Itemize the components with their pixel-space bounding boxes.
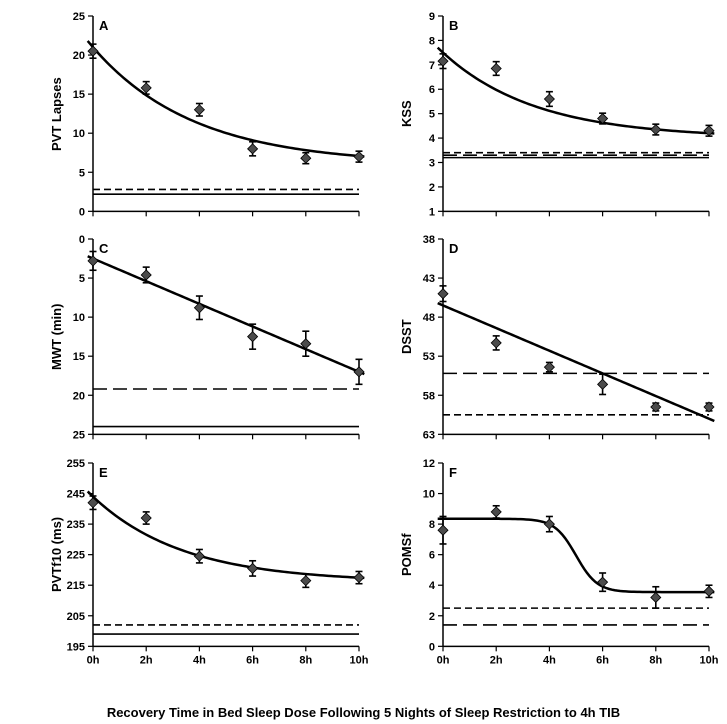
svg-text:48: 48 xyxy=(423,312,435,324)
panel-F: 0246810120h2h4h6h8h10hFPOMSf xyxy=(405,457,715,670)
svg-text:9: 9 xyxy=(429,11,435,23)
svg-text:5: 5 xyxy=(79,273,85,285)
svg-text:15: 15 xyxy=(73,352,85,364)
svg-text:4h: 4h xyxy=(543,654,556,666)
svg-text:0: 0 xyxy=(79,234,85,246)
svg-text:58: 58 xyxy=(423,391,435,403)
svg-text:4h: 4h xyxy=(193,654,206,666)
svg-text:235: 235 xyxy=(67,519,85,531)
svg-text:25: 25 xyxy=(73,430,85,442)
svg-text:38: 38 xyxy=(423,234,435,246)
svg-text:8: 8 xyxy=(429,519,435,531)
svg-text:0: 0 xyxy=(79,206,85,218)
svg-text:2h: 2h xyxy=(140,654,153,666)
svg-text:12: 12 xyxy=(423,458,435,470)
panel-C-svg: 0 5 10 15 20 25 C xyxy=(55,233,365,446)
svg-text:215: 215 xyxy=(67,580,85,592)
panel-D: 384348535863DDSST xyxy=(405,233,715,446)
svg-text:8h: 8h xyxy=(649,654,662,666)
svg-text:7: 7 xyxy=(429,60,435,72)
svg-text:245: 245 xyxy=(67,488,85,500)
svg-text:4: 4 xyxy=(429,580,436,592)
svg-text:2h: 2h xyxy=(490,654,503,666)
svg-text:3: 3 xyxy=(429,157,435,169)
ylabel-D: DSST xyxy=(399,320,414,355)
svg-text:2: 2 xyxy=(429,610,435,622)
svg-text:255: 255 xyxy=(67,458,85,470)
svg-text:225: 225 xyxy=(67,549,85,561)
svg-text:0h: 0h xyxy=(437,654,450,666)
ylabel-A: PVT Lapses xyxy=(49,77,64,151)
svg-text:10h: 10h xyxy=(700,654,719,666)
svg-text:6: 6 xyxy=(429,84,435,96)
x-axis-label: Recovery Time in Bed Sleep Dose Followin… xyxy=(0,705,727,720)
svg-text:195: 195 xyxy=(67,641,85,653)
svg-text:D: D xyxy=(449,241,458,256)
panel-B-svg: 1 2 3 4 5 6 7 8 9 B xyxy=(405,10,715,223)
panel-A: 0510152025APVT Lapses xyxy=(55,10,365,223)
panel-B: 123456789BKSS xyxy=(405,10,715,223)
svg-text:0: 0 xyxy=(429,641,435,653)
panel-F-svg: 0246810120h2h4h6h8h10hF xyxy=(405,457,715,670)
figure-root: 0510152025APVT Lapses 123456789BKSS 0510… xyxy=(0,0,727,724)
svg-text:A: A xyxy=(99,18,109,33)
svg-text:25: 25 xyxy=(73,11,85,23)
panel-A-svg: 0 5 10 15 20 25 A xyxy=(55,10,365,223)
svg-text:0h: 0h xyxy=(87,654,100,666)
panel-E-svg: 1952052152252352452550h2h4h6h8h10hE xyxy=(55,457,365,670)
panel-D-svg: 38 43 48 53 58 63 D xyxy=(405,233,715,446)
svg-text:2: 2 xyxy=(429,182,435,194)
svg-text:1: 1 xyxy=(429,206,435,218)
svg-text:53: 53 xyxy=(423,352,435,364)
svg-text:205: 205 xyxy=(67,610,85,622)
svg-text:10: 10 xyxy=(423,488,435,500)
svg-text:5: 5 xyxy=(79,167,85,179)
svg-text:43: 43 xyxy=(423,273,435,285)
svg-text:C: C xyxy=(99,241,109,256)
svg-text:F: F xyxy=(449,465,457,480)
svg-text:10: 10 xyxy=(73,128,85,140)
svg-text:6h: 6h xyxy=(246,654,259,666)
panel-C: 0510152025CMWT (min) xyxy=(55,233,365,446)
svg-text:4: 4 xyxy=(429,133,436,145)
svg-text:10: 10 xyxy=(73,312,85,324)
svg-text:10h: 10h xyxy=(350,654,369,666)
svg-text:B: B xyxy=(449,18,458,33)
panel-E: 1952052152252352452550h2h4h6h8h10hEPVTf1… xyxy=(55,457,365,670)
svg-text:20: 20 xyxy=(73,391,85,403)
svg-text:E: E xyxy=(99,465,108,480)
svg-text:8h: 8h xyxy=(299,654,312,666)
ylabel-B: KSS xyxy=(399,100,414,127)
svg-text:6h: 6h xyxy=(596,654,609,666)
ylabel-F: POMSf xyxy=(399,533,414,576)
svg-text:15: 15 xyxy=(73,89,85,101)
svg-text:5: 5 xyxy=(429,109,435,121)
svg-text:20: 20 xyxy=(73,50,85,62)
ylabel-E: PVTf10 (ms) xyxy=(49,517,64,592)
panel-grid: 0510152025APVT Lapses 123456789BKSS 0510… xyxy=(55,10,715,670)
svg-text:8: 8 xyxy=(429,35,435,47)
svg-text:6: 6 xyxy=(429,549,435,561)
ylabel-C: MWT (min) xyxy=(49,304,64,370)
svg-text:63: 63 xyxy=(423,430,435,442)
